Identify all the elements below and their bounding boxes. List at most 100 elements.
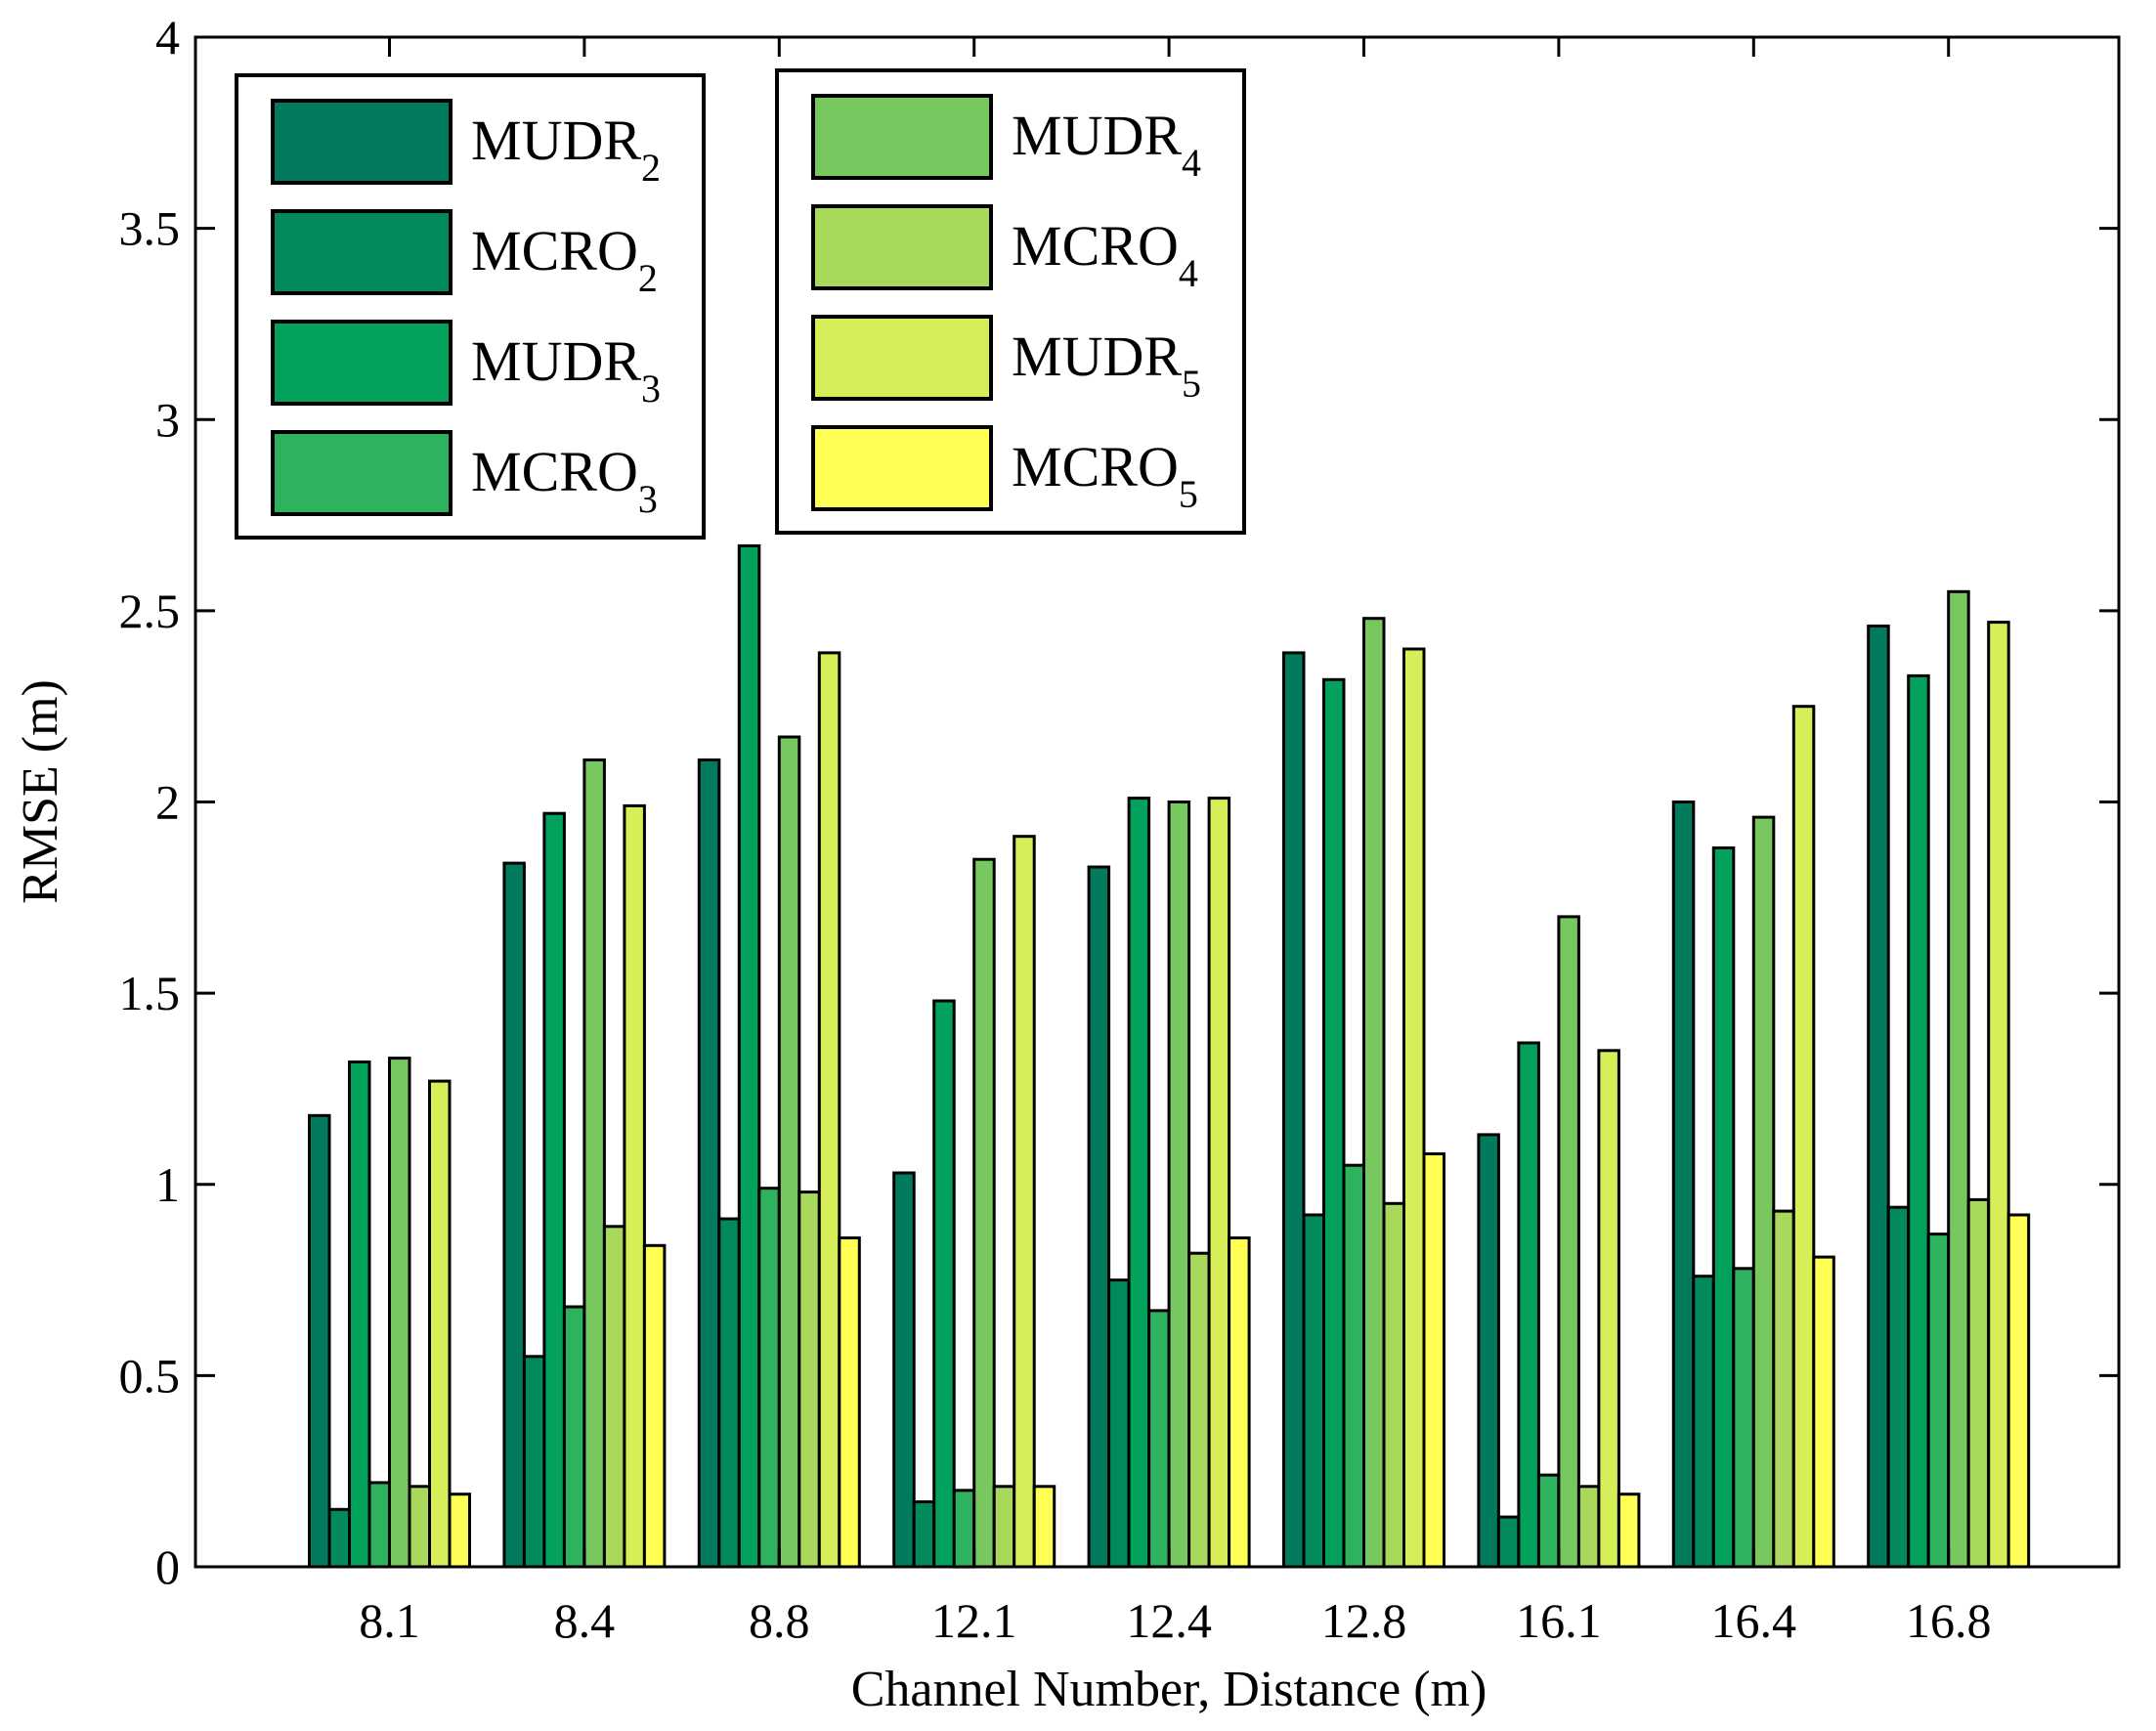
legend-swatch-mcro5 <box>811 425 993 511</box>
bar-mcro5-8-8 <box>838 1236 861 1569</box>
y-tick-label: 1 <box>155 1157 180 1212</box>
bar-mcro4-12-4 <box>1187 1251 1211 1569</box>
x-tick-label: 12.4 <box>1126 1593 1212 1648</box>
bar-mudr3-8-4 <box>542 811 566 1569</box>
bar-mudr4-16-8 <box>1947 589 1970 1569</box>
y-tick-label: 4 <box>155 10 180 65</box>
bar-mcro5-16-1 <box>1617 1493 1641 1569</box>
bar-mudr2-12-4 <box>1087 865 1111 1569</box>
bar-mcro4-16-4 <box>1772 1209 1795 1569</box>
bar-mcro4-8-1 <box>408 1485 431 1569</box>
y-axis-label: RMSE (m) <box>13 679 68 904</box>
bar-mcro4-12-1 <box>992 1485 1016 1569</box>
bar-mudr5-8-1 <box>428 1079 452 1569</box>
bar-mudr5-8-8 <box>817 651 841 1569</box>
legend-label-mudr4: MUDR4 <box>1012 104 1201 185</box>
bar-mudr2-8-1 <box>308 1113 331 1569</box>
x-tick-label: 16.1 <box>1516 1593 1602 1648</box>
bar-mcro4-16-1 <box>1576 1485 1601 1569</box>
legend-label-mudr3: MUDR3 <box>471 329 661 411</box>
bar-mcro5-12-4 <box>1228 1236 1251 1569</box>
legend-label-mudr2: MUDR2 <box>471 108 661 190</box>
bar-mcro3-16-8 <box>1926 1233 1951 1569</box>
bar-mudr4-16-4 <box>1751 815 1776 1569</box>
bar-mcro2-8-4 <box>522 1355 546 1569</box>
bar-mudr2-8-4 <box>502 861 526 1569</box>
legend-layer: MUDR2 MCRO2 MUDR3 MCRO3 MUDR4 MCRO4 MUDR5 MCRO5 <box>235 68 1246 540</box>
y-tick-label: 0.5 <box>119 1348 181 1403</box>
bar-mcro2-8-1 <box>327 1507 351 1569</box>
bar-mudr5-16-1 <box>1597 1049 1620 1569</box>
bar-mudr2-16-8 <box>1867 625 1890 1569</box>
legend-label-mcro3: MCRO3 <box>471 440 658 521</box>
y-tick-label: 2 <box>155 775 180 830</box>
bar-mcro5-16-4 <box>1812 1255 1835 1569</box>
bar-mcro3-12-4 <box>1147 1309 1171 1569</box>
bar-mcro4-8-8 <box>798 1190 821 1569</box>
x-tick-label: 16.4 <box>1711 1593 1797 1648</box>
bar-mcro3-16-1 <box>1536 1473 1561 1569</box>
legend-label-mcro2: MCRO2 <box>471 219 658 300</box>
legend-label-mcro4: MCRO4 <box>1012 214 1198 295</box>
bar-mudr2-12-8 <box>1282 651 1306 1569</box>
bar-mudr5-12-4 <box>1207 797 1231 1569</box>
bar-mudr4-12-8 <box>1362 617 1386 1569</box>
bar-mcro4-16-8 <box>1966 1197 1991 1569</box>
bar-mudr3-8-8 <box>737 543 761 1569</box>
bar-mudr3-12-4 <box>1127 797 1151 1569</box>
bar-mudr4-12-4 <box>1167 801 1191 1569</box>
bar-mcro5-8-1 <box>448 1493 471 1569</box>
bar-mudr3-16-1 <box>1517 1041 1540 1569</box>
y-tick-label: 0 <box>155 1539 180 1594</box>
bar-mudr5-16-8 <box>1987 621 2010 1569</box>
y-tick-label: 2.5 <box>119 584 181 638</box>
legend-swatch-mcro3 <box>271 430 453 516</box>
bar-mudr5-16-4 <box>1791 705 1816 1569</box>
bar-mcro5-12-8 <box>1422 1152 1445 1569</box>
bar-mcro3-8-1 <box>367 1481 391 1569</box>
bar-mudr4-12-1 <box>972 857 996 1569</box>
legend-label-mudr5: MUDR5 <box>1012 325 1201 406</box>
bar-mudr5-8-4 <box>623 803 646 1569</box>
bar-mudr3-16-4 <box>1711 846 1736 1569</box>
bar-mcro2-12-1 <box>912 1500 936 1569</box>
legend-swatch-mudr3 <box>271 320 453 406</box>
bar-mcro3-8-8 <box>757 1187 781 1569</box>
x-tick-label: 12.8 <box>1321 1593 1407 1648</box>
y-tick-label: 3 <box>155 392 180 447</box>
bar-mcro3-16-4 <box>1732 1267 1755 1569</box>
y-tick-label: 1.5 <box>119 966 181 1020</box>
legend-swatch-mudr2 <box>271 99 453 185</box>
legend-swatch-mudr5 <box>811 315 993 401</box>
bar-mcro4-12-8 <box>1382 1201 1405 1569</box>
legend-swatch-mcro2 <box>271 209 453 295</box>
axes-layer: 0 0.5 1 1.5 2 2.5 3 3.5 4 8.1 8.4 8.8 12.1 12.4 12.8 16… <box>119 10 2121 1648</box>
x-tick-label: 8.8 <box>749 1593 810 1648</box>
bar-mcro2-12-4 <box>1107 1278 1131 1569</box>
bar-mcro3-12-8 <box>1342 1163 1365 1569</box>
bar-mudr2-12-1 <box>892 1171 916 1569</box>
legend-label-mcro5: MCRO5 <box>1012 435 1198 516</box>
bar-mcro5-8-4 <box>642 1243 667 1569</box>
bar-mcro2-16-8 <box>1886 1205 1911 1569</box>
bar-mudr2-16-1 <box>1477 1133 1500 1569</box>
legend-swatch-mudr4 <box>811 94 993 180</box>
bar-mcro2-8-8 <box>717 1217 741 1569</box>
x-tick-label: 12.1 <box>931 1593 1017 1648</box>
bar-mudr5-12-1 <box>1013 835 1036 1569</box>
x-tick-label: 16.8 <box>1906 1593 1992 1648</box>
bar-mcro2-16-4 <box>1692 1275 1715 1569</box>
bar-mcro4-8-4 <box>602 1225 626 1569</box>
bar-mcro2-12-8 <box>1302 1213 1325 1569</box>
bar-mcro5-12-1 <box>1032 1485 1056 1569</box>
bar-mudr3-12-8 <box>1322 677 1346 1569</box>
bar-mudr4-8-1 <box>388 1057 411 1569</box>
bar-mudr5-12-8 <box>1402 647 1426 1569</box>
bar-mudr2-8-8 <box>697 758 721 1569</box>
bar-mudr3-12-1 <box>932 999 956 1569</box>
bar-mudr2-16-4 <box>1671 801 1696 1569</box>
legend-swatch-mcro4 <box>811 204 993 290</box>
y-tick-label: 3.5 <box>119 201 181 256</box>
bar-mcro3-12-1 <box>952 1489 976 1569</box>
